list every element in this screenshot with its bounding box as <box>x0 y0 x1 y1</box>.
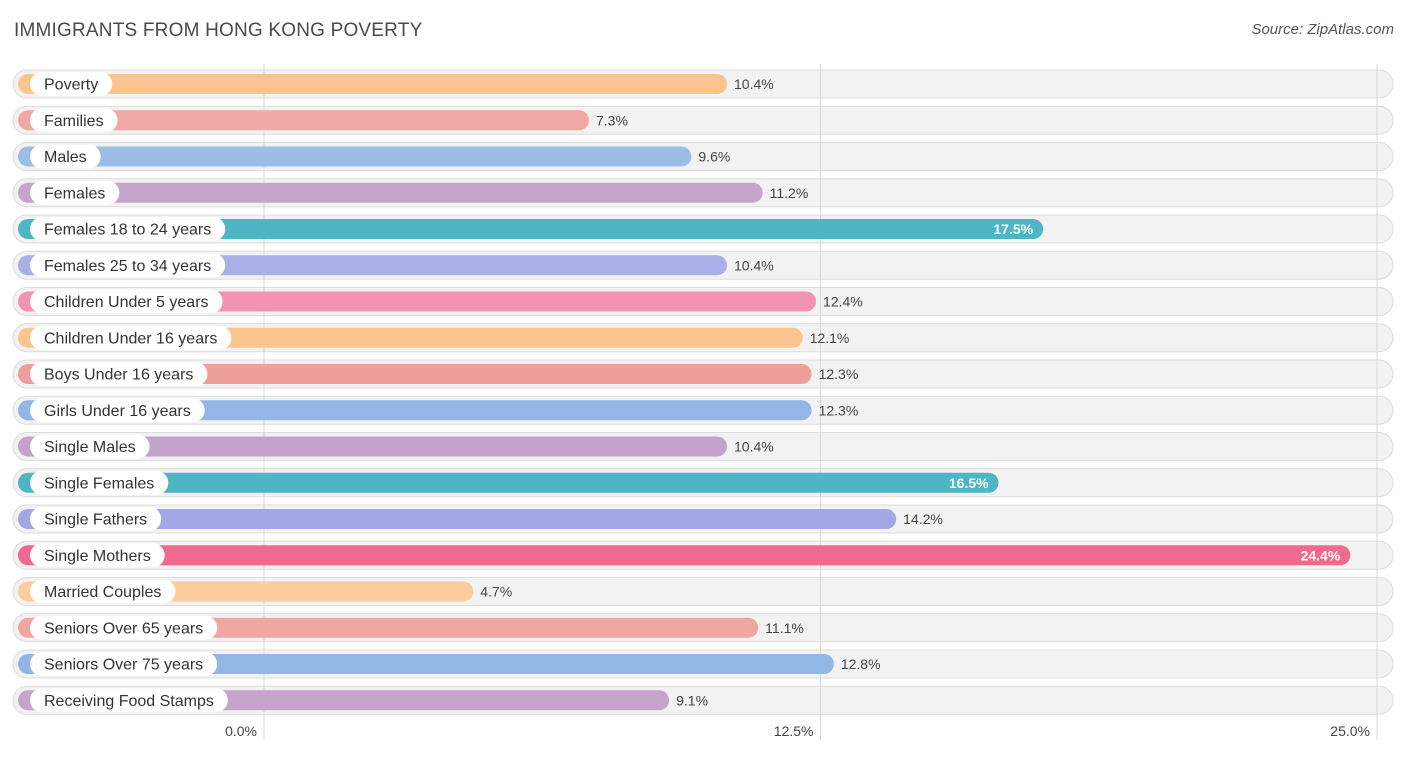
category-label-pill <box>30 144 101 169</box>
bar-row: Married Couples 4.7% <box>18 579 512 604</box>
category-label-pill <box>30 362 208 386</box>
value-label: 11.1% <box>765 620 804 636</box>
category-label: Boys Under 16 years <box>44 367 193 384</box>
value-label: 10.4% <box>734 439 774 455</box>
bar-row: Boys Under 16 years 12.3% <box>18 362 858 386</box>
value-label: 12.4% <box>823 294 863 310</box>
bar-row: Children Under 16 years 12.1% <box>18 325 850 350</box>
category-label-pill <box>30 615 218 640</box>
category-label: Single Females <box>44 475 154 492</box>
category-label-pill <box>30 579 176 604</box>
category-label-pill <box>30 180 120 205</box>
category-label-pill <box>30 507 162 531</box>
category-label: Girls Under 16 years <box>44 403 191 420</box>
category-label-pill <box>30 398 205 423</box>
category-label: Single Males <box>44 439 136 456</box>
category-label: Married Couples <box>44 584 161 601</box>
category-label-pill <box>30 72 113 96</box>
bar-row: Families 7.3% <box>18 108 628 133</box>
category-label: Females <box>44 185 105 202</box>
category-label-pill <box>30 688 228 713</box>
category-label: Receiving Food Stamps <box>44 693 214 710</box>
value-label: 12.3% <box>819 366 859 382</box>
category-label-pill <box>30 652 218 676</box>
category-label: Females 25 to 34 years <box>44 258 211 275</box>
tick-label: 12.5% <box>774 723 814 739</box>
bar-row: Females 18 to 24 years 17.5% <box>18 217 1044 241</box>
category-label-pill <box>30 470 169 495</box>
category-label: Females 18 to 24 years <box>44 222 211 239</box>
value-label: 7.3% <box>596 112 628 128</box>
value-label: 9.6% <box>698 149 730 165</box>
bar-row: Seniors Over 65 years 11.1% <box>18 615 804 640</box>
category-label: Seniors Over 65 years <box>44 620 203 637</box>
category-label-pill <box>30 108 118 133</box>
bar <box>18 364 812 384</box>
bar-row: Females 25 to 34 years 10.4% <box>18 253 774 278</box>
chart-title: IMMIGRANTS FROM HONG KONG POVERTY <box>14 20 423 41</box>
value-label: 12.1% <box>810 330 850 346</box>
category-label: Families <box>44 113 104 130</box>
value-label: 12.8% <box>841 656 881 672</box>
bar-row: Females 11.2% <box>18 180 809 205</box>
value-label: 10.4% <box>734 257 774 273</box>
source-attribution: Source: ZipAtlas.com <box>1251 21 1394 38</box>
category-label: Poverty <box>44 77 98 94</box>
category-label: Seniors Over 75 years <box>44 657 203 674</box>
bar-row: Receiving Food Stamps 9.1% <box>18 688 708 713</box>
bar-row: Single Mothers 24.4% <box>18 543 1351 568</box>
bar <box>18 545 1351 566</box>
category-label-pill <box>30 543 165 568</box>
bar-row: Poverty 10.4% <box>18 72 774 96</box>
bar-row: Single Females 16.5% <box>18 470 999 495</box>
bar <box>18 110 589 131</box>
category-label: Children Under 5 years <box>44 294 209 311</box>
bar <box>18 472 999 493</box>
bar-row: Girls Under 16 years 12.3% <box>18 398 859 423</box>
category-label-pill <box>30 217 226 241</box>
value-label: 14.2% <box>903 511 943 527</box>
bar <box>18 182 763 203</box>
bar-row: Seniors Over 75 years 12.8% <box>18 652 881 676</box>
bar <box>18 74 728 94</box>
tick-label: 0.0% <box>225 723 257 739</box>
bar <box>18 509 897 529</box>
category-label: Single Mothers <box>44 548 151 565</box>
tick-label: 25.0% <box>1330 723 1370 739</box>
bar <box>18 219 1044 239</box>
category-label: Males <box>44 149 87 166</box>
bar <box>18 654 834 674</box>
category-label-pill <box>30 253 226 278</box>
bar <box>18 146 692 167</box>
value-label: 11.2% <box>770 185 809 201</box>
value-label: 24.4% <box>1301 547 1341 563</box>
category-label: Single Fathers <box>44 512 147 529</box>
bar <box>18 400 812 421</box>
bar-row: Single Males 10.4% <box>18 434 774 459</box>
category-label-pill <box>30 289 223 314</box>
value-label: 17.5% <box>993 221 1033 237</box>
value-label: 16.5% <box>949 475 989 491</box>
bar-row: Children Under 5 years 12.4% <box>18 289 863 314</box>
category-label: Children Under 16 years <box>44 330 217 347</box>
category-label-pill <box>30 325 232 350</box>
bar-row: Single Fathers 14.2% <box>18 507 943 531</box>
value-label: 10.4% <box>734 76 774 92</box>
rows-layer: Poverty 10.4% Families 7.3% Males 9.6% Females… <box>12 64 1394 740</box>
value-label: 9.1% <box>676 692 708 708</box>
bar-row: Males 9.6% <box>18 144 730 169</box>
x-axis: 0.0% 12.5% 25.0% <box>225 723 1370 739</box>
value-label: 4.7% <box>480 584 512 600</box>
bar <box>18 436 728 457</box>
category-label-pill <box>30 434 150 459</box>
value-label: 12.3% <box>819 402 859 418</box>
